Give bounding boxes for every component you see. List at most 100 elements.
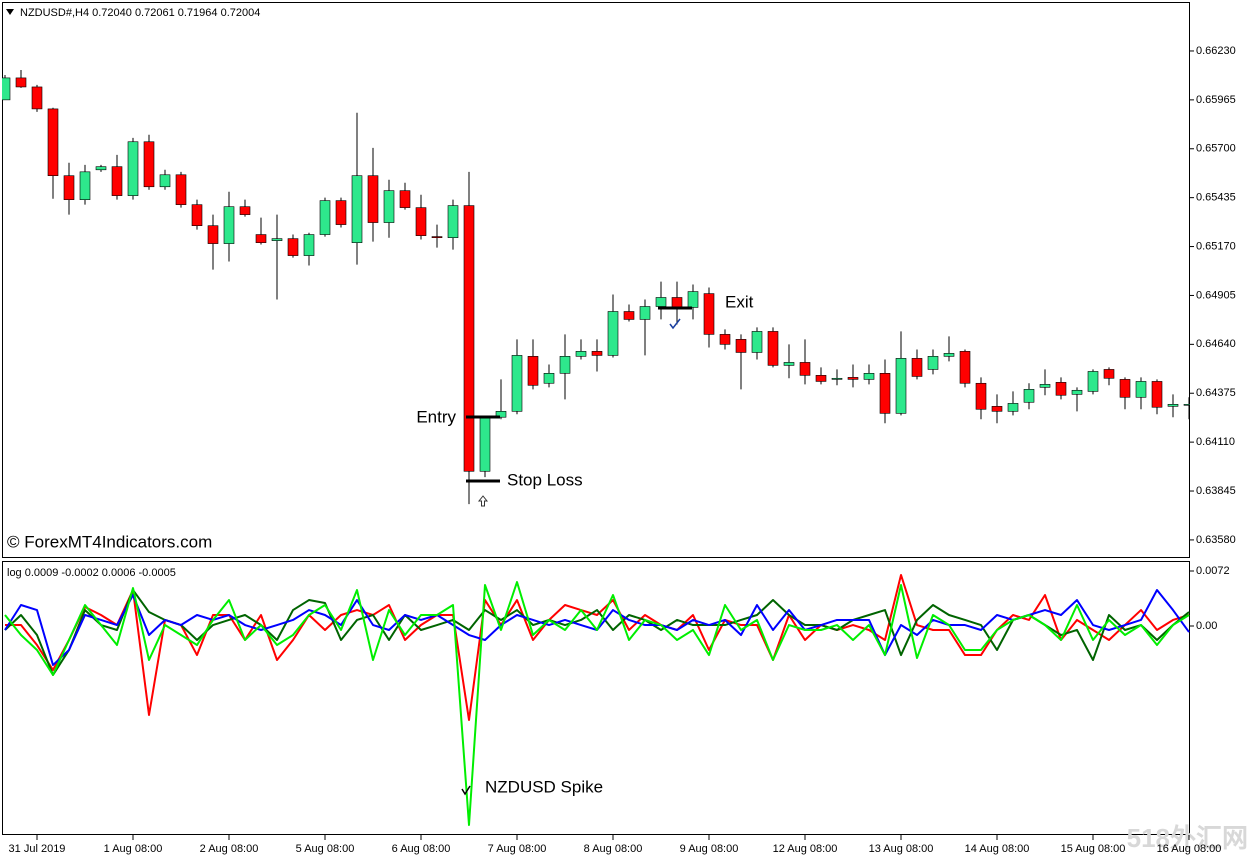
x-tick-label: 6 Aug 08:00: [392, 843, 451, 855]
candle-body: [1119, 379, 1131, 398]
x-tick-label: 15 Aug 08:00: [1061, 843, 1126, 855]
candle-body: [799, 362, 811, 376]
y-tick-label: 0.64640: [1196, 338, 1236, 350]
candle-body: [1151, 381, 1163, 408]
candle-body: [1023, 389, 1035, 403]
candle-body: [1087, 371, 1099, 392]
candle-body: [463, 205, 475, 472]
indicator-frame: [2, 561, 1190, 835]
candle-body: [287, 238, 299, 256]
y-tick-label: 0.64905: [1196, 289, 1236, 301]
candle-body: [687, 291, 699, 308]
candle-body: [335, 200, 347, 225]
candle-body: [63, 175, 75, 200]
trade-levels: [461, 306, 692, 796]
candle-body: [783, 362, 795, 366]
annotation: Entry: [416, 407, 456, 426]
x-tick-label: 13 Aug 08:00: [869, 843, 934, 855]
candle-body: [911, 358, 923, 377]
x-tick-label: 5 Aug 08:00: [296, 843, 355, 855]
candle-body: [815, 375, 827, 382]
candle-body: [703, 293, 715, 335]
candle-body: [383, 190, 395, 223]
annotation: Exit: [725, 292, 754, 311]
candle-body: [639, 306, 651, 320]
x-tick-label: 31 Jul 2019: [9, 843, 66, 855]
candle-body: [655, 297, 667, 307]
x-tick-label: 2 Aug 08:00: [200, 843, 259, 855]
candle-body: [943, 353, 955, 357]
candle-body: [111, 166, 123, 196]
candle-body: [367, 175, 379, 223]
candle-body: [671, 297, 683, 308]
candle-body: [1007, 403, 1019, 412]
check-icon: [669, 318, 681, 330]
candle-body: [863, 373, 875, 380]
y-tick-label: 0.66230: [1196, 45, 1236, 57]
x-tick-label: 8 Aug 08:00: [584, 843, 643, 855]
candle-body: [975, 382, 987, 410]
x-tick-label: 16 Aug 08:00: [1157, 843, 1222, 855]
candle-body: [31, 86, 43, 110]
annotation: NZDUSD Spike: [485, 777, 603, 796]
candle-body: [159, 174, 171, 188]
candle-body: [767, 331, 779, 366]
y-tick-label: 0.00: [1196, 620, 1217, 632]
candle-body: [479, 416, 491, 472]
candle-body: [623, 311, 635, 320]
candle-body: [15, 77, 27, 88]
candle-body: [271, 238, 283, 241]
menu-triangle: [6, 9, 14, 15]
candle-body: [1103, 369, 1115, 379]
indicator-plot: [4, 573, 1190, 826]
candle-body: [351, 175, 363, 243]
candle-body: [511, 355, 523, 412]
indicator-line: [5, 573, 1190, 721]
candle-body: [143, 141, 155, 188]
candle-body: [895, 358, 907, 414]
candle-body: [447, 205, 459, 238]
candle-body: [879, 373, 891, 414]
y-tick-label: 0.63845: [1196, 485, 1236, 497]
y-tick-label: 0.65965: [1196, 94, 1236, 106]
y-tick-label: 0.64375: [1196, 387, 1236, 399]
indicator-title: log 0.0009 -0.0002 0.0006 -0.0005: [7, 567, 176, 579]
x-tick-label: 7 Aug 08:00: [488, 843, 547, 855]
candle-body: [303, 234, 315, 256]
x-tick-label: 14 Aug 08:00: [965, 843, 1030, 855]
site-watermark: 518外汇网: [1127, 823, 1248, 853]
candle-body: [735, 339, 747, 353]
x-tick-label: 12 Aug 08:00: [773, 843, 838, 855]
candle-body: [751, 331, 763, 353]
candle-body: [127, 141, 139, 196]
candle-body: [847, 377, 859, 380]
candle-body: [175, 174, 187, 205]
candle-body: [495, 411, 507, 418]
candle-body: [2, 77, 11, 101]
candle-body: [223, 206, 235, 244]
up-arrow-icon: [477, 495, 489, 507]
candle-body: [991, 406, 1003, 412]
candle-body: [959, 351, 971, 384]
candle-body: [927, 356, 939, 370]
y-tick-label: 0.63580: [1196, 534, 1236, 546]
price-plot: [2, 69, 1190, 505]
candle-body: [1183, 404, 1190, 406]
candle-body: [415, 207, 427, 236]
candle-body: [591, 351, 603, 356]
annotation: Stop Loss: [507, 470, 583, 489]
chart-title: NZDUSD#,H4 0.72040 0.72061 0.71964 0.720…: [20, 7, 260, 19]
y-tick-label: 0.65700: [1196, 143, 1236, 155]
candle-body: [47, 108, 59, 176]
candle-body: [607, 311, 619, 356]
candle-body: [527, 356, 539, 386]
main-frame: [2, 2, 1190, 558]
candle-body: [207, 225, 219, 244]
candle-body: [1167, 404, 1179, 407]
y-tick-label: 0.0072: [1196, 565, 1230, 577]
check-icon: [461, 785, 471, 796]
candle-body: [79, 171, 91, 200]
